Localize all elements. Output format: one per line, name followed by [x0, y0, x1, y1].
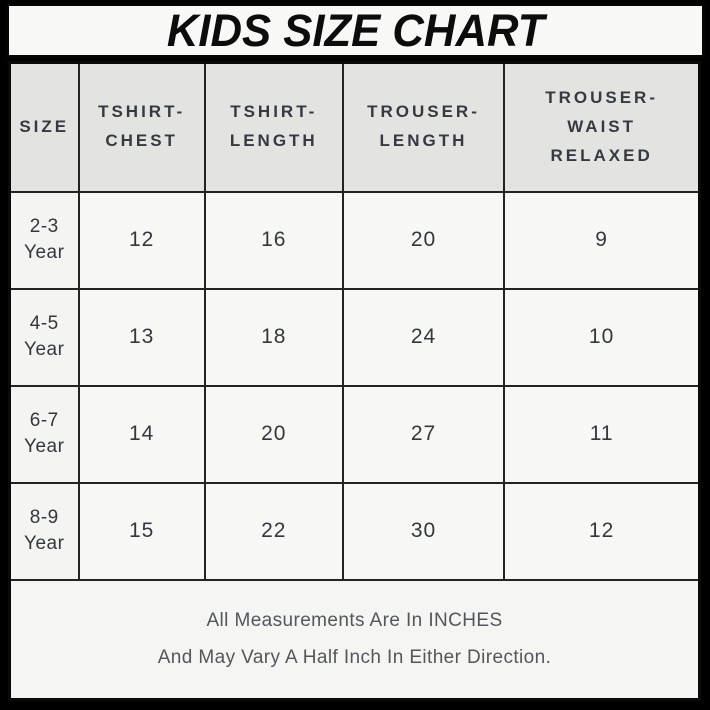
- table-row-6-7-year: 6-7 Year 14 20 27 11: [8, 384, 701, 484]
- column-header-trouser-length: TROUSER- LENGTH: [341, 61, 506, 193]
- column-header-tshirt-length: TSHIRT- LENGTH: [203, 61, 344, 193]
- size-table: SIZE TSHIRT- CHEST TSHIRT- LENGTH TROUSE…: [8, 61, 701, 701]
- cell-trouser-waist-relaxed: 10: [503, 287, 701, 387]
- cell-trouser-waist-relaxed: 11: [503, 384, 701, 484]
- table-row-8-9-year: 8-9 Year 15 22 30 12: [8, 481, 701, 581]
- header-row: SIZE TSHIRT- CHEST TSHIRT- LENGTH TROUSE…: [8, 61, 701, 193]
- row-label-size: 6-7 Year: [8, 384, 80, 484]
- cell-tshirt-length: 18: [203, 287, 344, 387]
- column-header-trouser-waist-relaxed: TROUSER- WAIST RELAXED: [503, 61, 701, 193]
- row-label-size: 2-3 Year: [8, 190, 80, 290]
- notes-row: All Measurements Are In INCHES And May V…: [8, 578, 701, 701]
- column-header-tshirt-chest: TSHIRT- CHEST: [77, 61, 206, 193]
- measurement-notes: All Measurements Are In INCHES And May V…: [8, 578, 701, 701]
- cell-trouser-length: 24: [341, 287, 506, 387]
- cell-trouser-length: 20: [341, 190, 506, 290]
- cell-tshirt-chest: 15: [77, 481, 206, 581]
- title-banner: KIDS SIZE CHART: [6, 3, 705, 58]
- column-header-size: SIZE: [8, 61, 80, 193]
- cell-trouser-length: 30: [341, 481, 506, 581]
- cell-trouser-waist-relaxed: 12: [503, 481, 701, 581]
- cell-tshirt-chest: 14: [77, 384, 206, 484]
- cell-tshirt-chest: 12: [77, 190, 206, 290]
- cell-trouser-waist-relaxed: 9: [503, 190, 701, 290]
- cell-trouser-length: 27: [341, 384, 506, 484]
- row-label-size: 8-9 Year: [8, 481, 80, 581]
- table-row-4-5-year: 4-5 Year 13 18 24 10: [8, 287, 701, 387]
- note-line-units: All Measurements Are In INCHES: [206, 609, 503, 631]
- cell-tshirt-length: 16: [203, 190, 344, 290]
- page-title: KIDS SIZE CHART: [166, 5, 545, 56]
- cell-tshirt-chest: 13: [77, 287, 206, 387]
- cell-tshirt-length: 20: [203, 384, 344, 484]
- note-line-variance: And May Vary A Half Inch In Either Direc…: [157, 646, 552, 668]
- cell-tshirt-length: 22: [203, 481, 344, 581]
- row-label-size: 4-5 Year: [8, 287, 80, 387]
- table-row-2-3-year: 2-3 Year 12 16 20 9: [8, 190, 701, 290]
